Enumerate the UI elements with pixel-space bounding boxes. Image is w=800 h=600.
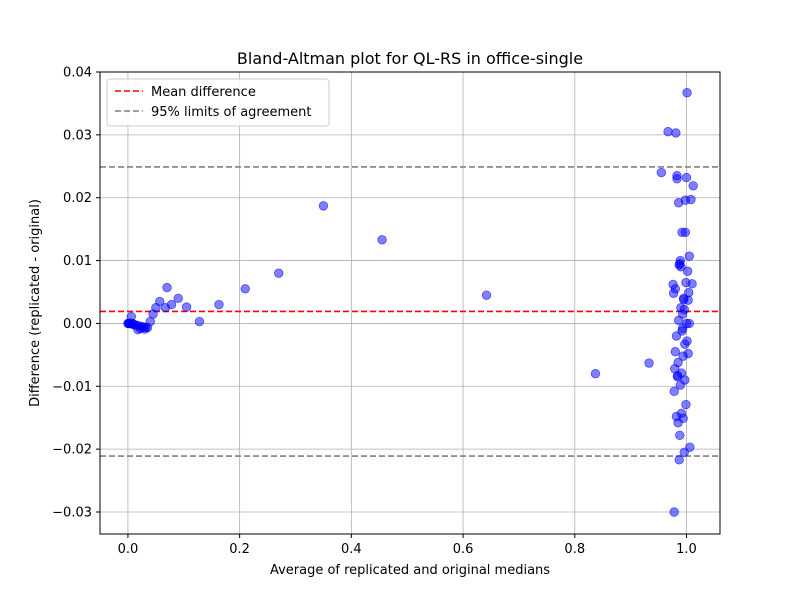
y-tick-label: 0.04 xyxy=(63,66,92,81)
data-point xyxy=(669,507,679,517)
data-point xyxy=(680,227,691,237)
data-point xyxy=(678,413,688,424)
data-point xyxy=(656,167,667,178)
plot-frame xyxy=(99,71,721,535)
x-tick-label: 0.2 xyxy=(229,542,250,557)
x-axis-label: Average of replicated and original media… xyxy=(270,563,550,578)
chart-title: Bland-Altman plot for QL-RS in office-si… xyxy=(237,49,583,68)
data-point xyxy=(481,290,492,300)
x-tick-label: 0.8 xyxy=(564,542,585,557)
data-point xyxy=(590,369,601,379)
y-tick-label: −0.02 xyxy=(52,443,92,458)
data-point xyxy=(644,358,654,368)
data-point xyxy=(677,326,687,336)
data-point xyxy=(684,251,694,261)
data-point xyxy=(679,447,689,457)
reference-lines xyxy=(100,166,720,457)
data-point xyxy=(674,455,684,465)
data-point xyxy=(671,128,681,138)
data-point xyxy=(682,266,693,276)
legend-box xyxy=(106,78,330,127)
data-point xyxy=(675,380,686,390)
x-tick-label: 0.4 xyxy=(341,542,362,557)
legend: Mean difference 95% limits of agreement xyxy=(106,78,330,127)
data-point xyxy=(683,295,693,305)
legend-label-mean: Mean difference xyxy=(151,85,256,100)
data-point xyxy=(681,172,692,183)
y-tick-label: 0.03 xyxy=(63,128,92,143)
data-point xyxy=(670,284,681,294)
x-tick-label: 0.0 xyxy=(118,542,139,557)
data-point xyxy=(377,235,387,245)
data-point xyxy=(684,318,694,329)
data-point xyxy=(214,299,224,310)
data-point xyxy=(675,430,685,441)
data-point xyxy=(672,174,682,184)
data-point xyxy=(670,347,681,357)
y-tick-label: −0.03 xyxy=(52,506,92,521)
data-point xyxy=(240,284,250,294)
x-tick-label: 1.0 xyxy=(676,542,697,557)
data-point xyxy=(173,293,183,303)
data-point xyxy=(682,88,692,98)
data-point xyxy=(162,282,172,293)
legend-label-limits: 95% limits of agreement xyxy=(151,105,311,120)
y-tick-label: 0.02 xyxy=(63,191,92,206)
x-tick-label: 0.6 xyxy=(453,542,474,557)
data-point xyxy=(686,194,696,205)
y-tick-label: −0.01 xyxy=(52,380,92,395)
y-tick-label: 0.01 xyxy=(63,254,92,269)
data-points xyxy=(123,88,698,517)
data-point xyxy=(155,296,165,307)
y-axis-label: Difference (replicated - original) xyxy=(28,199,43,407)
data-point xyxy=(672,372,683,382)
data-point xyxy=(673,357,683,368)
data-point xyxy=(687,279,697,289)
data-point xyxy=(683,348,693,359)
data-point xyxy=(318,201,329,211)
data-point xyxy=(166,299,177,310)
data-point xyxy=(673,315,684,325)
data-point xyxy=(688,181,698,191)
grid-lines xyxy=(100,71,720,534)
data-point xyxy=(675,259,685,269)
data-point xyxy=(194,316,205,327)
data-point xyxy=(682,336,692,346)
data-point xyxy=(669,386,679,397)
data-point xyxy=(274,268,284,278)
axis-ticks: 0.0 0.2 0.4 0.6 0.8 1.0 −0.03 −0.02 −0.01 0.00 0.0… xyxy=(52,66,697,558)
data-point xyxy=(181,302,192,312)
data-point xyxy=(663,127,673,137)
data-point xyxy=(126,311,136,322)
y-tick-label: 0.00 xyxy=(63,317,92,332)
data-point xyxy=(681,399,691,410)
